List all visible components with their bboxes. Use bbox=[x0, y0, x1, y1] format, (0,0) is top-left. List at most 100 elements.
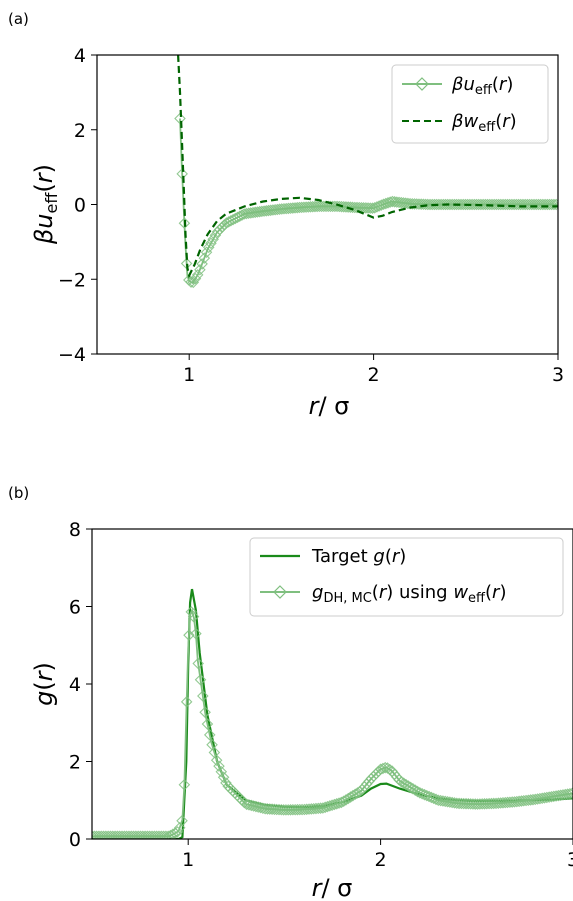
panel-b-series-1-marker bbox=[534, 792, 546, 805]
panel-b-series-1-marker bbox=[201, 718, 214, 730]
panel-a-series-0-marker bbox=[185, 276, 197, 288]
panel-b-series-1-marker bbox=[554, 789, 567, 802]
panel-b-series-1-marker bbox=[203, 729, 216, 741]
panel-b-series-1-marker bbox=[247, 800, 260, 812]
panel-a-series-0-marker bbox=[245, 207, 257, 219]
panel-b-series-1-marker bbox=[252, 801, 265, 813]
panel-b-series-1-marker bbox=[340, 794, 352, 806]
panel-a-x-axis-label: r/ σ bbox=[309, 392, 350, 420]
panel-b-series-1-marker bbox=[557, 789, 569, 801]
panel-b-series-1-marker bbox=[564, 787, 573, 800]
panel-b-y-axis-label: g(r) bbox=[30, 662, 58, 706]
panel-a-y-tick-label: −2 bbox=[58, 269, 86, 291]
panel-b-series-1-marker bbox=[197, 690, 209, 702]
panel-a-series-group bbox=[174, 55, 558, 289]
panel-a-series-0-marker bbox=[256, 205, 268, 218]
panel-b-series-1-marker bbox=[324, 800, 336, 812]
panel-b-y-tick-label: 8 bbox=[69, 519, 81, 541]
panel-a-x-tick-label: 3 bbox=[552, 364, 564, 386]
panel-a-y-axis-label: βueff(r) bbox=[30, 164, 61, 245]
panel-b-series-1-marker bbox=[217, 771, 230, 784]
panel-a-series-0-marker bbox=[205, 237, 217, 250]
panel-b-y-tick-label: 6 bbox=[69, 597, 81, 619]
panel-a-series-0-marker bbox=[386, 195, 399, 208]
panel-a-series-0-marker bbox=[238, 208, 250, 220]
panel-a-series-0 bbox=[174, 112, 558, 289]
panel-b-series-1-marker bbox=[173, 821, 186, 834]
panel-b-series-1-marker bbox=[171, 826, 184, 838]
panel-a-series-0-marker bbox=[174, 112, 186, 125]
panel-a-series-0-marker bbox=[189, 272, 202, 285]
panel-a-series-0-marker bbox=[176, 168, 188, 180]
panel-b-series-1-marker bbox=[538, 792, 551, 804]
panel-b-series-1-marker bbox=[351, 787, 364, 799]
panel-a-series-1-line bbox=[177, 55, 558, 279]
panel-a-series-0-marker bbox=[397, 197, 410, 209]
panel-b-series-1-marker bbox=[321, 800, 334, 813]
panel-b-x-tick-label: 2 bbox=[375, 849, 387, 871]
panel-a-series-0-marker bbox=[391, 196, 403, 208]
panel-a: (a) 1 2 3 4 2 0 −2 −4 r/ σ βueff(r) βueff(r) βw… bbox=[8, 10, 564, 420]
panel-a-series-0-marker bbox=[260, 205, 273, 217]
panel-b-series-1-marker bbox=[243, 799, 255, 811]
panel-a-series-0-marker bbox=[393, 196, 405, 209]
panel-b-series-1-marker bbox=[240, 798, 253, 811]
panel-a-legend: βueff(r) βweff(r) bbox=[391, 64, 549, 144]
panel-b-series-1-marker bbox=[312, 802, 325, 815]
panel-b-series-1-marker bbox=[210, 754, 223, 766]
panel-b-series-1-marker bbox=[337, 795, 350, 808]
panel-a-series-0-marker bbox=[262, 204, 275, 217]
panel-a-series-0-marker bbox=[218, 219, 231, 231]
panel-b-series-group bbox=[92, 588, 573, 839]
panel-b-series-1-marker bbox=[531, 793, 544, 805]
panel-b-series-1-marker bbox=[527, 793, 539, 806]
panel-b-series-1-marker bbox=[192, 657, 204, 670]
panel-a-series-0-marker bbox=[211, 226, 224, 238]
panel-b: (b) 1 2 3 8 6 4 2 0 r/ σ g(r) Target g(r) gDH, … bbox=[8, 484, 573, 901]
panel-a-series-0-marker bbox=[258, 205, 270, 217]
panel-b-series-1-marker bbox=[167, 828, 179, 839]
panel-a-series-0-marker bbox=[242, 207, 255, 220]
panel-a-series-0-marker bbox=[545, 198, 558, 211]
panel-b-series-1-marker bbox=[257, 802, 269, 814]
panel-b-y-tick-label: 0 bbox=[69, 829, 81, 851]
panel-a-series-0-marker bbox=[373, 200, 385, 212]
panel-a-series-0-marker bbox=[548, 198, 558, 211]
panel-b-series-1-marker bbox=[213, 760, 225, 772]
panel-b-series-1-marker bbox=[215, 765, 228, 778]
panel-b-series-1-marker bbox=[254, 801, 267, 814]
panel-b-series-1-marker bbox=[326, 799, 338, 811]
panel-b-series-1-marker bbox=[552, 789, 565, 802]
panel-b-y-tick-label: 4 bbox=[69, 674, 81, 696]
panel-b-series-1-marker bbox=[559, 788, 572, 801]
panel-b-series-1-marker bbox=[245, 799, 258, 812]
panel-b-x-tick-label: 3 bbox=[567, 849, 573, 871]
panel-a-series-0-marker bbox=[214, 223, 226, 236]
panel-a-y-tick-label: 0 bbox=[74, 195, 86, 217]
panel-b-series-1-marker bbox=[187, 610, 200, 623]
panel-a-ticks: 1 2 3 4 2 0 −2 −4 bbox=[58, 45, 564, 386]
panel-b-legend-frame bbox=[249, 537, 564, 617]
panel-a-series-0-marker bbox=[388, 196, 401, 208]
panel-b-series-1-marker bbox=[344, 791, 357, 803]
panel-a-series-0-marker bbox=[216, 221, 228, 234]
panel-b-series-1-marker bbox=[183, 629, 195, 641]
panel-b-x-tick-label: 1 bbox=[182, 849, 194, 871]
panel-a-series-1 bbox=[177, 55, 558, 279]
panel-b-series-1-marker bbox=[374, 763, 387, 776]
panel-b-series-1-marker bbox=[439, 795, 452, 808]
panel-b-series-1-marker bbox=[314, 802, 327, 814]
panel-b-series-1-marker bbox=[347, 789, 359, 802]
panel-b-y-tick-label: 2 bbox=[69, 752, 81, 774]
panel-b-series-1-marker bbox=[178, 778, 191, 791]
panel-a-series-0-marker bbox=[375, 199, 388, 211]
panel-b-series-1-marker bbox=[190, 627, 202, 640]
panel-a-series-0-marker bbox=[202, 241, 215, 254]
panel-a-x-tick-label: 2 bbox=[368, 364, 380, 386]
panel-b-series-1-marker bbox=[349, 788, 361, 801]
panel-a-y-tick-label: 2 bbox=[74, 120, 86, 142]
panel-b-series-1-marker bbox=[372, 765, 385, 778]
panel-a-series-0-marker bbox=[550, 198, 558, 211]
panel-b-series-1-marker bbox=[550, 790, 562, 802]
